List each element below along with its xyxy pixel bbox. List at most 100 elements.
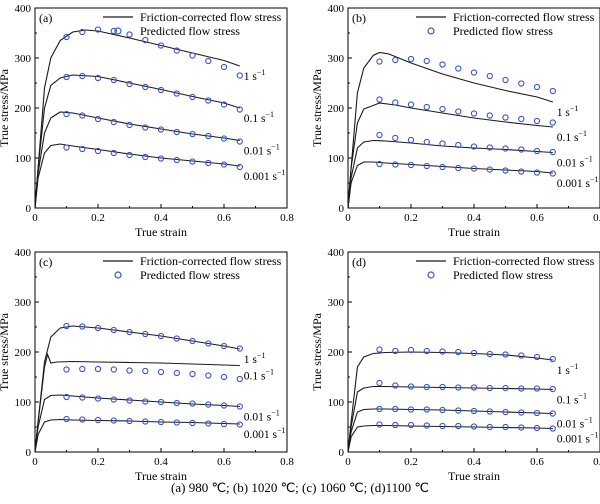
predicted-point: [392, 421, 399, 429]
predicted-point: [94, 395, 102, 402]
predicted-point: [94, 365, 102, 373]
predicted-point: [205, 372, 212, 379]
predicted-point: [470, 69, 478, 76]
strain-rate-label: 0.1 s−1: [244, 368, 274, 383]
flow-stress-line: [347, 424, 553, 453]
predicted-point: [549, 119, 556, 126]
strain-rate-exponent: −1: [570, 104, 579, 113]
predicted-point: [423, 138, 430, 146]
series-1: 1 s−1: [347, 51, 579, 209]
predicted-point: [376, 58, 383, 65]
predicted-point: [455, 65, 462, 72]
predicted-point: [126, 80, 133, 88]
predicted-point: [189, 93, 196, 101]
predicted-point: [376, 379, 383, 387]
predicted-point: [126, 151, 133, 159]
predicted-point: [502, 167, 509, 174]
predicted-point: [205, 420, 212, 427]
series-4: 0.001 s−1: [34, 143, 286, 209]
predicted-point: [455, 422, 462, 430]
predicted-point: [407, 383, 415, 390]
predicted-point: [502, 408, 509, 416]
predicted-point: [376, 346, 383, 353]
predicted-point: [518, 424, 525, 431]
predicted-point: [423, 383, 430, 391]
predicted-point: [142, 398, 149, 405]
predicted-point: [63, 415, 70, 423]
predicted-point: [486, 423, 493, 431]
predicted-point: [236, 106, 243, 113]
predicted-point: [236, 138, 243, 145]
legend-marker-swatch: [114, 27, 122, 35]
y-tick-label: 400: [328, 247, 345, 259]
predicted-point: [423, 162, 430, 170]
predicted-point: [94, 115, 102, 123]
strain-rate-exponent: −1: [590, 175, 599, 184]
figure-caption: (a) 980 ℃; (b) 1020 ℃; (c) 1060 ℃; (d)11…: [171, 480, 429, 495]
strain-rate-exponent: −1: [265, 110, 274, 119]
predicted-point: [236, 421, 243, 428]
predicted-point: [470, 423, 478, 430]
x-tick-label: 0: [345, 212, 351, 224]
predicted-point: [173, 156, 180, 164]
predicted-point: [423, 422, 430, 429]
predicted-point: [63, 73, 70, 81]
predicted-point: [142, 83, 149, 91]
y-tick-label: 300: [15, 297, 32, 309]
predicted-point: [63, 33, 70, 41]
y-tick-label: 100: [328, 153, 345, 165]
y-tick-label: 200: [328, 347, 345, 359]
y-tick-label: 300: [15, 53, 32, 65]
strain-rate-exponent: −1: [277, 168, 286, 177]
predicted-point: [157, 155, 165, 162]
predicted-point: [126, 417, 133, 425]
predicted-point: [486, 72, 493, 80]
x-tick-label: 0.6: [530, 212, 544, 224]
predicted-point: [63, 393, 70, 401]
predicted-point: [549, 410, 556, 417]
predicted-point: [407, 101, 415, 108]
chart-panel-2: 0 0.2 0.4 0.6 0.8 0 100 200 300 400 True strain Tru…: [310, 3, 600, 239]
x-axis-title: True strain: [448, 225, 500, 239]
predicted-point: [376, 421, 383, 428]
predicted-point: [518, 80, 525, 87]
x-tick-label: 0.8: [280, 212, 294, 224]
predicted-point: [486, 350, 493, 358]
x-tick-label: 0.4: [467, 456, 481, 468]
predicted-point: [126, 367, 133, 374]
strain-rate-label: 0.1 s−1: [244, 110, 274, 125]
predicted-point: [470, 384, 478, 391]
predicted-point: [142, 36, 149, 44]
predicted-point: [142, 418, 149, 425]
y-tick-label: 0: [26, 203, 32, 215]
predicted-point: [392, 347, 399, 355]
predicted-point: [63, 144, 70, 151]
predicted-point: [205, 97, 212, 104]
x-tick-label: 0: [345, 456, 351, 468]
panel-label: (d): [352, 255, 366, 269]
predicted-point: [220, 342, 228, 350]
predicted-point: [470, 110, 478, 117]
series-4: 0.001 s−1: [347, 421, 599, 453]
y-axis-title: True stress/MPa: [0, 312, 11, 391]
predicted-point: [142, 124, 149, 131]
predicted-point: [502, 114, 509, 121]
y-tick-label: 300: [328, 53, 345, 65]
predicted-point: [502, 423, 509, 431]
predicted-point: [392, 161, 399, 168]
predicted-point: [189, 337, 196, 345]
predicted-point: [173, 369, 180, 377]
predicted-point: [173, 399, 180, 407]
predicted-point: [439, 140, 446, 147]
predicted-point: [189, 419, 196, 427]
legend-marker-swatch: [427, 271, 435, 279]
predicted-point: [63, 110, 70, 118]
predicted-point: [470, 143, 478, 150]
predicted-point: [236, 163, 243, 171]
strain-rate-label: 0.001 s−1: [557, 175, 599, 190]
figure-canvas: 0 0.2 0.4 0.6 0.8 0 100 200 300 400 True strain Tru…: [0, 3, 600, 480]
predicted-point: [533, 353, 541, 361]
predicted-point: [157, 418, 165, 426]
predicted-point: [94, 26, 102, 33]
strain-rate-label: 0.1 s−1: [557, 129, 587, 144]
